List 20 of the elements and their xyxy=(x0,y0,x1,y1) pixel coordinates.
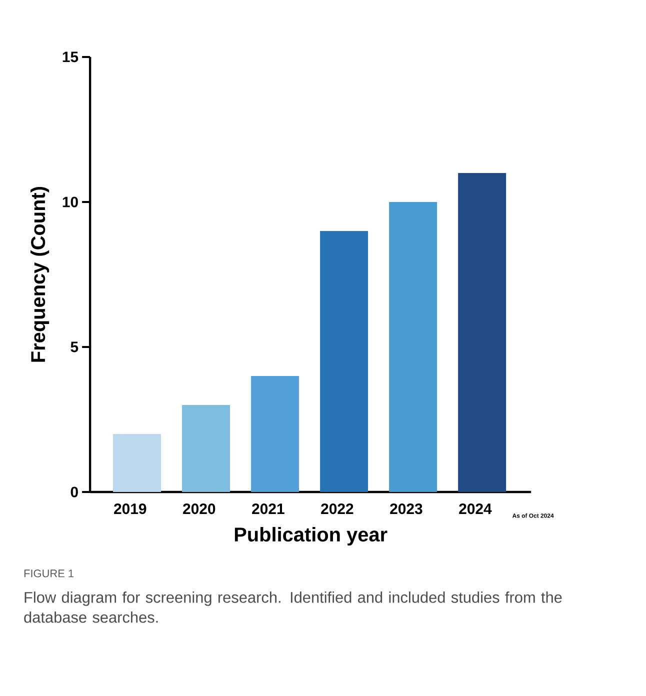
x-tick-label: 2024 xyxy=(459,504,492,514)
text: Flow diagram for screening research. Identified and included studies from the database searches. xyxy=(24,592,562,623)
caption: FIGURE 1 xyxy=(24,570,74,578)
bar xyxy=(458,172,506,492)
y-axis-title: Frequency (Count) xyxy=(30,186,50,362)
bar xyxy=(113,434,161,492)
x-tick-label: 2023 xyxy=(390,504,422,514)
x-tick-label: 2021 xyxy=(252,504,284,514)
x-tick-label: 2020 xyxy=(183,504,216,514)
bar xyxy=(182,404,230,492)
y-tick-label: 0 xyxy=(70,486,78,498)
x-axis-title: Publication year xyxy=(234,526,388,546)
y-tick-label: 10 xyxy=(62,196,78,208)
y-tick-label: 5 xyxy=(70,342,78,352)
x-tick-label: 2019 xyxy=(114,504,146,514)
bar xyxy=(251,376,300,492)
y-tick-label: 15 xyxy=(62,52,78,62)
bar xyxy=(389,202,438,492)
bar xyxy=(320,230,368,492)
x-tick-label: 2022 xyxy=(321,504,354,514)
